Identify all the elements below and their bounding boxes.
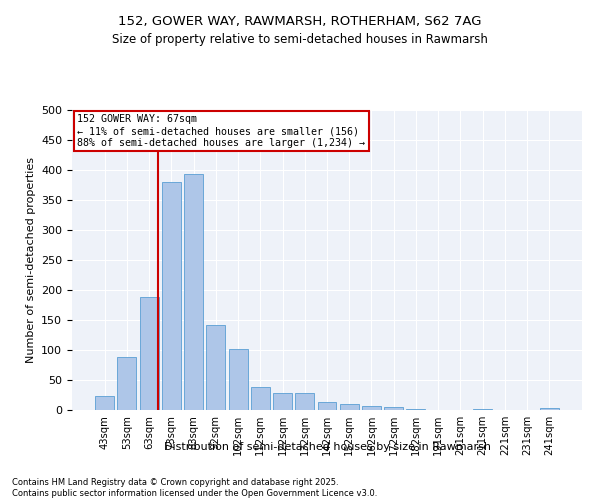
Bar (295, 392, 314, 410)
Text: 152 GOWER WAY: 67sqm
← 11% of semi-detached houses are smaller (156)
88% of semi: 152 GOWER WAY: 67sqm ← 11% of semi-detac… (77, 114, 365, 148)
Bar (251, 387, 270, 410)
Bar (384, 407, 403, 410)
Bar (362, 406, 381, 410)
Bar (206, 325, 225, 410)
Bar (317, 402, 337, 410)
Bar (140, 297, 158, 410)
Bar (95, 396, 114, 410)
Y-axis label: Number of semi-detached properties: Number of semi-detached properties (26, 157, 35, 363)
Bar (406, 409, 425, 410)
Bar (540, 408, 559, 410)
Text: Distribution of semi-detached houses by size in Rawmarsh: Distribution of semi-detached houses by … (163, 442, 491, 452)
Bar (340, 404, 359, 410)
Bar (229, 350, 248, 410)
Text: Contains HM Land Registry data © Crown copyright and database right 2025.
Contai: Contains HM Land Registry data © Crown c… (12, 478, 377, 498)
Bar (273, 393, 292, 410)
Text: Size of property relative to semi-detached houses in Rawmarsh: Size of property relative to semi-detach… (112, 32, 488, 46)
Bar (162, 182, 181, 410)
Bar (184, 174, 203, 410)
Text: 152, GOWER WAY, RAWMARSH, ROTHERHAM, S62 7AG: 152, GOWER WAY, RAWMARSH, ROTHERHAM, S62… (118, 15, 482, 28)
Bar (118, 357, 136, 410)
